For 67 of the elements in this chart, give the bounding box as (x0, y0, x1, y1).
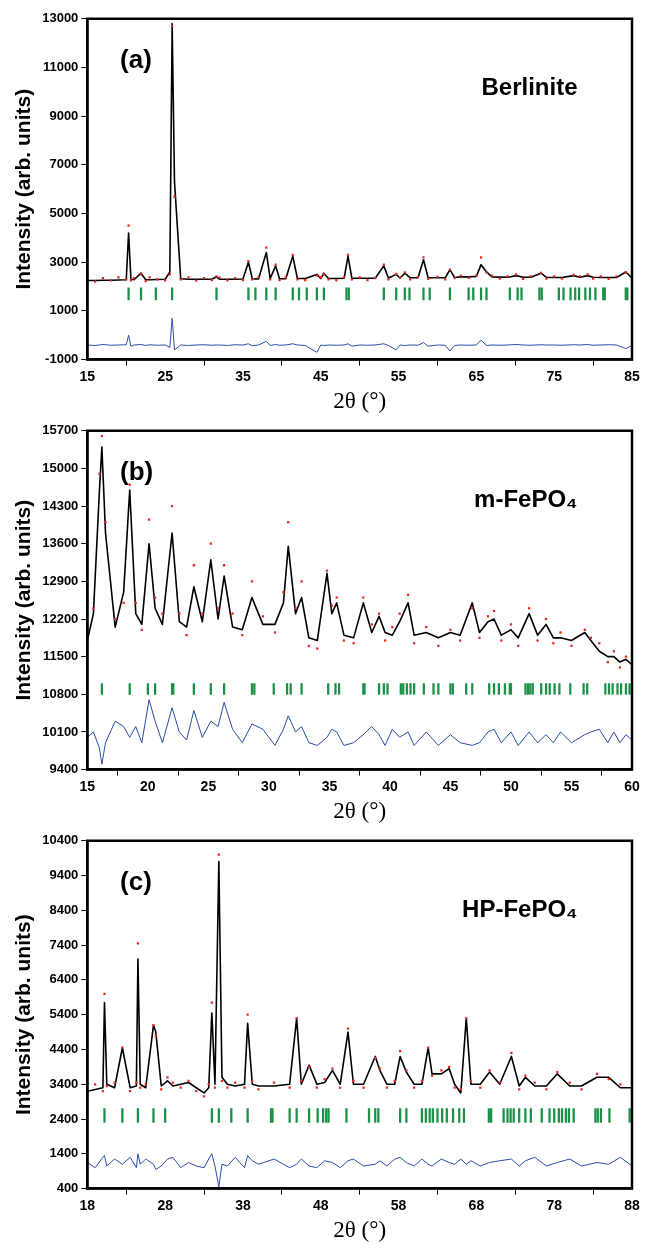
y-tick-label: 12200 (42, 610, 79, 626)
annotation: (c) (120, 865, 152, 896)
y-tick-label: 7400 (49, 936, 79, 952)
x-tick-label: 25 (200, 777, 217, 794)
y-tick-label: 10400 (42, 832, 79, 848)
x-tick-label: 65 (468, 367, 485, 384)
y-tick-label: 15700 (42, 422, 79, 438)
x-tick-label: 55 (390, 367, 407, 384)
annotation: Berlinite (481, 73, 578, 101)
x-tick-label: 78 (546, 1196, 563, 1213)
y-tick-label: 3000 (49, 253, 79, 269)
x-tick-label: 40 (382, 777, 398, 794)
y-axis-title: Intensity (arb. units) (11, 88, 35, 290)
x-tick-label: 18 (79, 1196, 96, 1213)
y-tick-label: 4400 (49, 1041, 79, 1057)
x-tick-label: 38 (235, 1196, 251, 1213)
annotation: (a) (120, 43, 152, 74)
y-tick-label: 10800 (42, 685, 79, 701)
x-tick-label: 28 (157, 1196, 174, 1213)
y-tick-label: 12900 (42, 572, 79, 588)
y-tick-label: 10100 (42, 723, 79, 739)
x-tick-label: 75 (546, 367, 563, 384)
y-tick-label: 13600 (42, 535, 79, 551)
annotation: m-FePO₄ (474, 485, 578, 513)
y-tick-label: 11000 (42, 59, 79, 75)
x-axis-title: 2θ (°) (333, 388, 387, 414)
y-tick-label: 400 (56, 1180, 79, 1196)
y-tick-label: 3400 (49, 1075, 79, 1091)
x-tick-label: 50 (503, 777, 519, 794)
x-tick-label: 15 (79, 777, 96, 794)
x-tick-label: 68 (468, 1196, 485, 1213)
annotation: (b) (120, 455, 154, 486)
y-tick-label: -1000 (45, 351, 79, 367)
x-tick-label: 45 (442, 777, 459, 794)
x-tick-label: 58 (390, 1196, 407, 1213)
y-tick-label: 9400 (49, 761, 79, 777)
y-axis-title: Intensity (arb. units) (11, 499, 35, 701)
y-tick-label: 14300 (42, 497, 79, 513)
y-tick-label: 9400 (49, 867, 79, 883)
x-tick-label: 55 (563, 777, 580, 794)
x-tick-label: 20 (140, 777, 156, 794)
x-tick-label: 35 (235, 367, 251, 384)
y-tick-label: 15000 (42, 460, 79, 476)
x-tick-label: 25 (157, 367, 174, 384)
x-tick-label: 35 (321, 777, 338, 794)
x-tick-label: 85 (624, 367, 640, 384)
y-tick-label: 5000 (49, 205, 79, 221)
annotation: HP-FePO₄ (462, 895, 578, 923)
y-tick-label: 1400 (49, 1145, 79, 1161)
y-tick-label: 9000 (49, 107, 79, 123)
x-tick-label: 48 (312, 1196, 329, 1213)
x-tick-label: 15 (79, 367, 96, 384)
x-tick-label: 60 (624, 777, 640, 794)
y-tick-label: 6400 (49, 971, 79, 987)
x-tick-label: 30 (261, 777, 277, 794)
y-tick-label: 8400 (49, 901, 79, 917)
y-axis-title: Intensity (arb. units) (11, 914, 35, 1116)
x-axis-title: 2θ (°) (333, 1217, 387, 1243)
y-tick-label: 13000 (42, 10, 79, 26)
y-tick-label: 11500 (42, 648, 79, 664)
y-tick-label: 5400 (49, 1006, 79, 1022)
x-tick-label: 88 (624, 1196, 640, 1213)
y-tick-label: 2400 (49, 1110, 79, 1126)
y-tick-label: 7000 (49, 156, 79, 172)
y-tick-label: 1000 (49, 302, 79, 318)
x-tick-label: 45 (312, 367, 329, 384)
x-axis-title: 2θ (°) (333, 798, 387, 824)
